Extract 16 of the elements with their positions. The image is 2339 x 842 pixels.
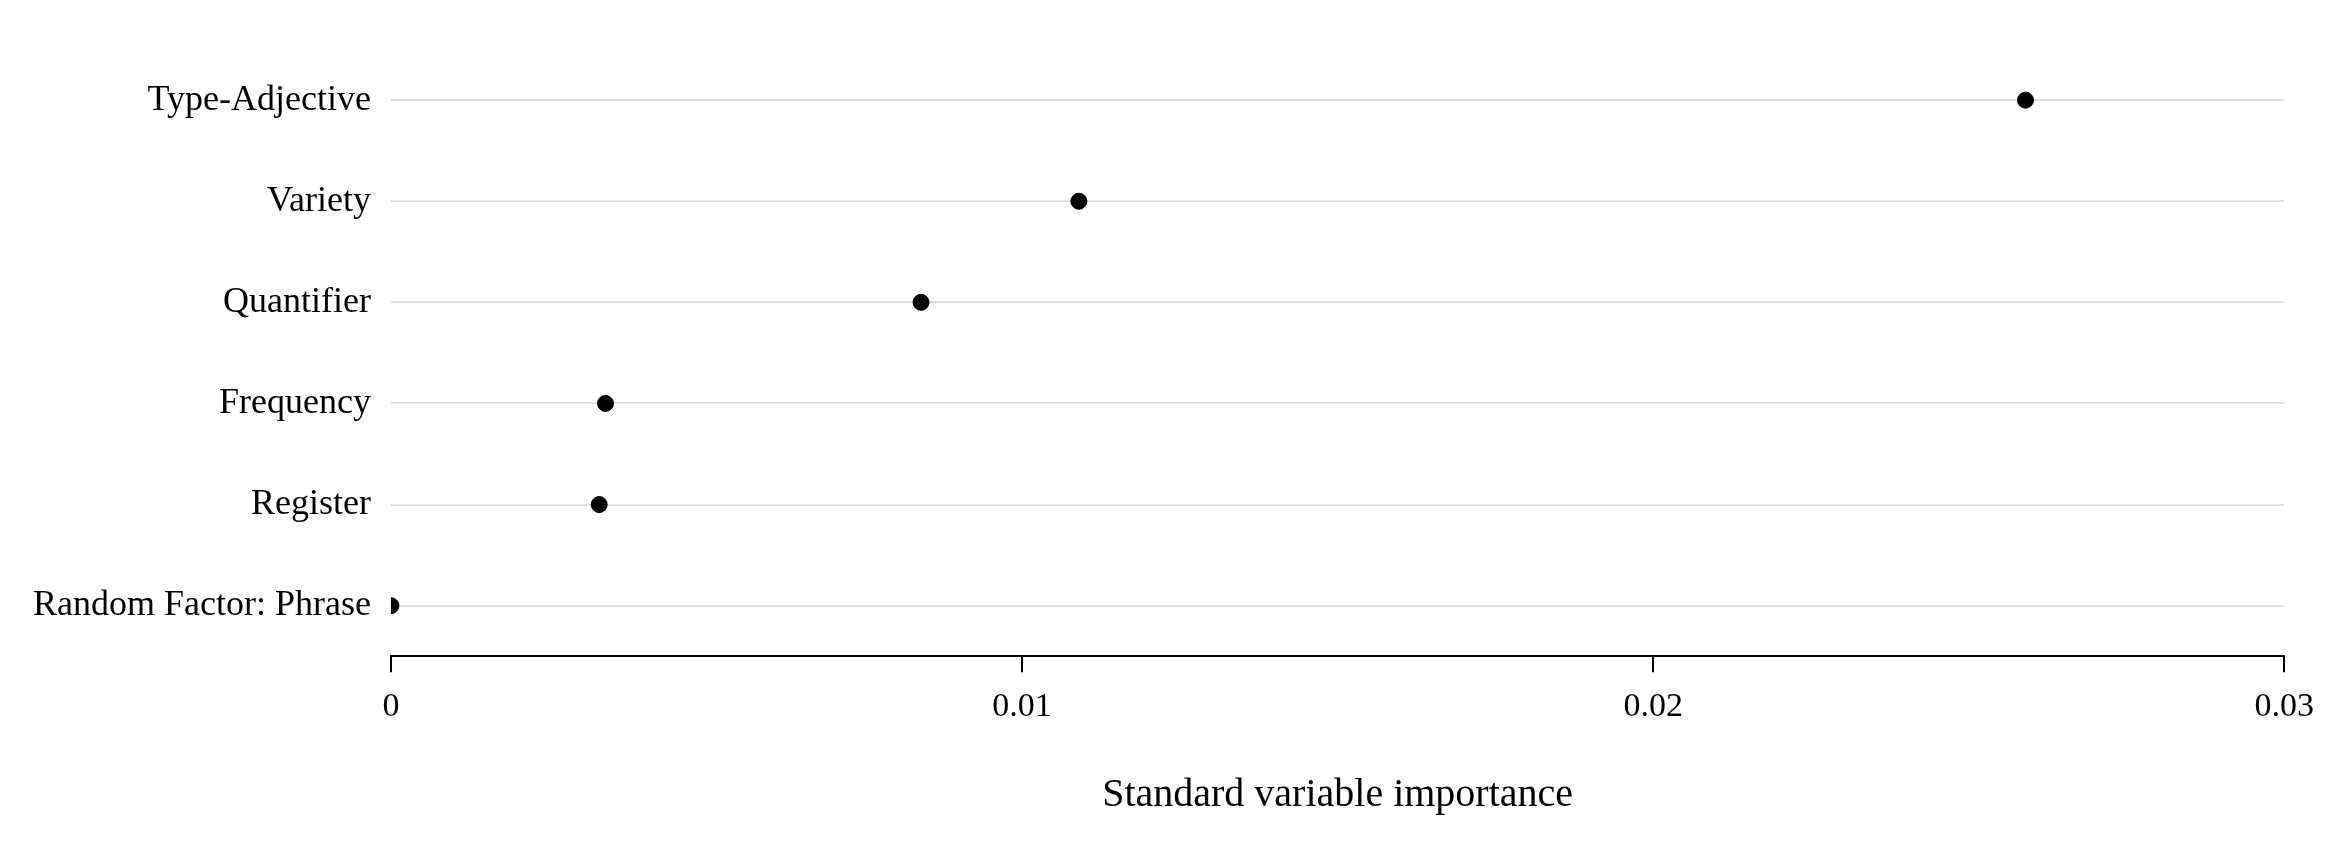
y-tick-label: Variety	[266, 178, 371, 219]
point	[2017, 91, 2034, 109]
y-tick-label: Register	[250, 482, 371, 522]
point	[597, 394, 615, 412]
x-tick-label: 0.01	[992, 685, 1052, 723]
y-tick-label: Frequency	[218, 380, 371, 421]
point	[912, 293, 930, 311]
y-tick-label: Quantifier	[223, 279, 371, 320]
point	[1070, 192, 1088, 210]
point	[590, 496, 608, 514]
x-tick-label: 0.03	[2254, 685, 2314, 723]
x-axis-title: Standard variable importance	[1102, 769, 1574, 815]
x-tick-label: 0	[382, 685, 400, 723]
y-tick-label: Random Factor: Phrase	[32, 583, 371, 624]
y-tick-label: Type-Adjective	[147, 77, 371, 118]
x-tick-label: 0.02	[1623, 685, 1683, 723]
